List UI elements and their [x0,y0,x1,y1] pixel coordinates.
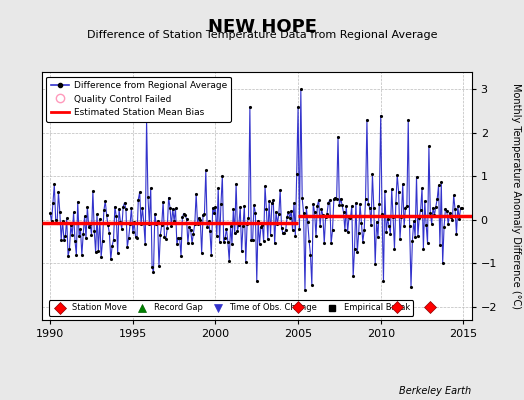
Legend: Station Move, Record Gap, Time of Obs. Change, Empirical Break: Station Move, Record Gap, Time of Obs. C… [49,300,413,316]
Text: Difference of Station Temperature Data from Regional Average: Difference of Station Temperature Data f… [87,30,437,40]
Text: NEW HOPE: NEW HOPE [208,18,316,36]
Y-axis label: Monthly Temperature Anomaly Difference (°C): Monthly Temperature Anomaly Difference (… [511,83,521,309]
Text: Berkeley Earth: Berkeley Earth [399,386,472,396]
